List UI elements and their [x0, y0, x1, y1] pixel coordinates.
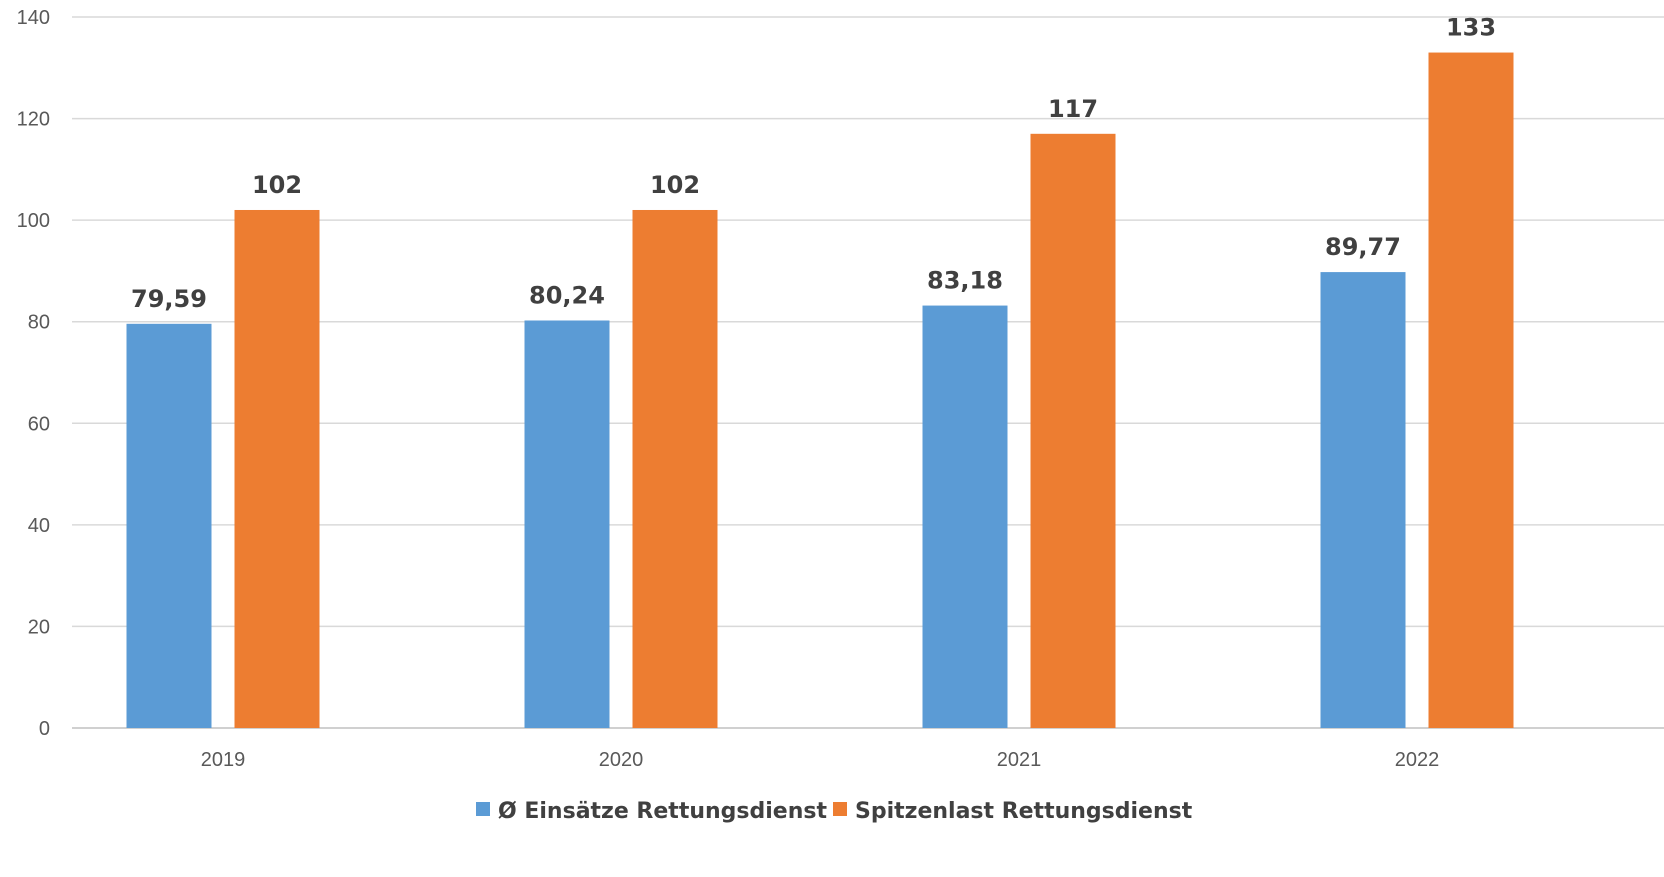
data-label: 133 [1446, 14, 1496, 42]
legend-swatch [476, 802, 490, 816]
y-tick-label: 140 [17, 7, 50, 29]
data-label: 80,24 [529, 281, 605, 309]
data-label: 102 [252, 171, 302, 199]
bar [1320, 272, 1406, 728]
legend: Ø Einsätze Rettungsdienst Spitzenlast Ret… [476, 799, 1193, 824]
data-label: 79,59 [131, 285, 207, 313]
bar [922, 305, 1008, 728]
bar [1030, 133, 1116, 729]
y-tick-label: 100 [17, 210, 50, 232]
y-tick-label: 20 [28, 616, 50, 638]
data-label: 83,18 [927, 267, 1003, 295]
x-tick-label: 2022 [1395, 749, 1440, 771]
data-label: 102 [650, 171, 700, 199]
legend-label: Ø Einsätze Rettungsdienst [498, 799, 827, 824]
data-label: 117 [1048, 95, 1098, 123]
x-tick-label: 2020 [599, 749, 644, 771]
y-tick-label: 120 [17, 109, 50, 131]
y-tick-label: 0 [39, 718, 50, 740]
legend-label: Spitzenlast Rettungsdienst [855, 799, 1193, 824]
data-labels: 79,59 102 80,24 102 83,18 117 89,77 133 [131, 14, 1496, 313]
bars [126, 52, 1514, 729]
axes: 0 20 40 60 80 100 120 140 2019 2020 2021 2022 [17, 7, 1440, 771]
y-tick-label: 40 [28, 515, 50, 537]
y-tick-label: 80 [28, 312, 50, 334]
legend-swatch [833, 802, 847, 816]
bar [632, 209, 718, 728]
bar [126, 323, 212, 728]
y-tick-label: 60 [28, 413, 50, 435]
bar [524, 320, 610, 728]
bar [1428, 52, 1514, 729]
data-label: 89,77 [1325, 233, 1401, 261]
x-tick-label: 2019 [201, 749, 246, 771]
bar [234, 209, 320, 728]
x-tick-label: 2021 [997, 749, 1042, 771]
